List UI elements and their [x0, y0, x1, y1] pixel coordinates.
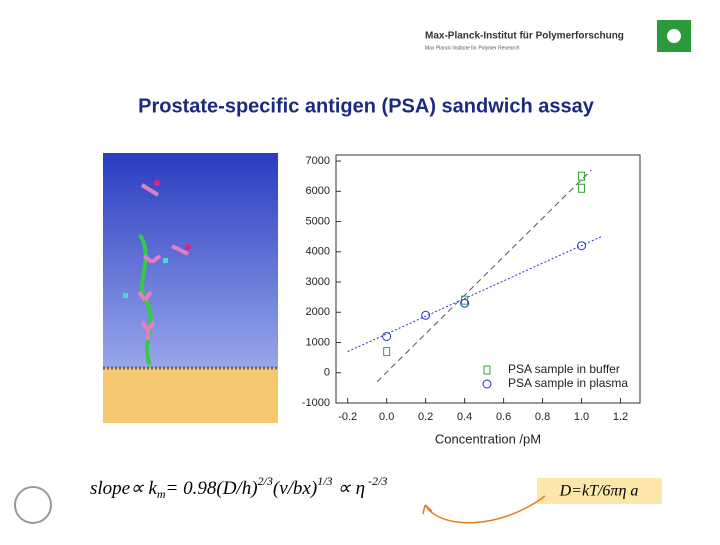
y-tick-label: 7000 [306, 155, 330, 167]
illustration [103, 153, 278, 423]
x-tick-label: 1.2 [613, 411, 628, 423]
institute-subtitle: Max Planck Institute for Polymer Researc… [425, 45, 520, 51]
diffusion-box [537, 478, 662, 504]
x-axis-label: Concentration /pM [435, 431, 541, 446]
legend-marker [482, 379, 492, 389]
formula-part: -2/3 [365, 474, 387, 488]
data-point [421, 310, 431, 320]
plot-frame [335, 154, 641, 404]
y-tick-label: 2000 [306, 306, 330, 318]
x-tick-label: 1.0 [574, 411, 589, 423]
y-tick-label: 6000 [306, 185, 330, 197]
arrow [424, 495, 546, 524]
data-point [578, 183, 586, 193]
formula-part: ∝ [130, 478, 144, 499]
formula-part: m [157, 487, 166, 501]
logo [657, 20, 691, 52]
formula-part: 1/3 [317, 474, 332, 488]
formula-part: η [356, 478, 365, 499]
y-tick-label: 0 [324, 367, 330, 379]
seal [14, 486, 52, 524]
y-tick-label: 1000 [306, 336, 330, 348]
y-tick-label: 4000 [306, 246, 330, 258]
data-point [460, 298, 470, 308]
arrow-head [422, 504, 433, 515]
x-tick-label: 0.8 [535, 411, 550, 423]
formula-part: 2/3 [258, 474, 273, 488]
formula-part: k [144, 478, 158, 499]
x-tick-label: 0.2 [418, 411, 433, 423]
fit-line [347, 236, 602, 353]
y-tick-label: 3000 [306, 276, 330, 288]
x-tick-label: 0.4 [457, 411, 472, 423]
data-point [578, 171, 586, 181]
fit-line [376, 169, 592, 383]
formula-part: (v/bx) [273, 478, 317, 499]
x-tick-label: -0.2 [338, 411, 357, 423]
formula-part: ∝ [333, 478, 356, 499]
x-tick-label: 0.6 [496, 411, 511, 423]
diffusion-formula: D=kT/6πη a [559, 483, 639, 500]
data-point [382, 331, 392, 341]
y-tick-label: -1000 [302, 397, 330, 409]
formula-part: = 0.98(D/h) [166, 478, 258, 499]
plot: -0.2 0.0 0.2 0.4 0.6 0.8 1.0 1.2 -1000 0 1000 2000 3… [302, 154, 641, 423]
legend-label: PSA sample in buffer [508, 362, 620, 376]
institute: Max-Planck-Institut für Polymerforschung [425, 31, 624, 42]
formula: slope∝ km= 0.98(D/h)2/3(v/bx)1/3 ∝ η -2/… [90, 474, 387, 501]
x-tick-label: 0.0 [379, 411, 394, 423]
data-point [577, 241, 587, 251]
slide-title: Prostate-specific antigen (PSA) sandwich… [138, 95, 595, 117]
legend-label: PSA sample in plasma [508, 376, 628, 390]
legend-marker [483, 365, 491, 375]
y-tick-label: 5000 [306, 215, 330, 227]
data-point [383, 347, 391, 357]
formula-part: slope [90, 478, 130, 499]
